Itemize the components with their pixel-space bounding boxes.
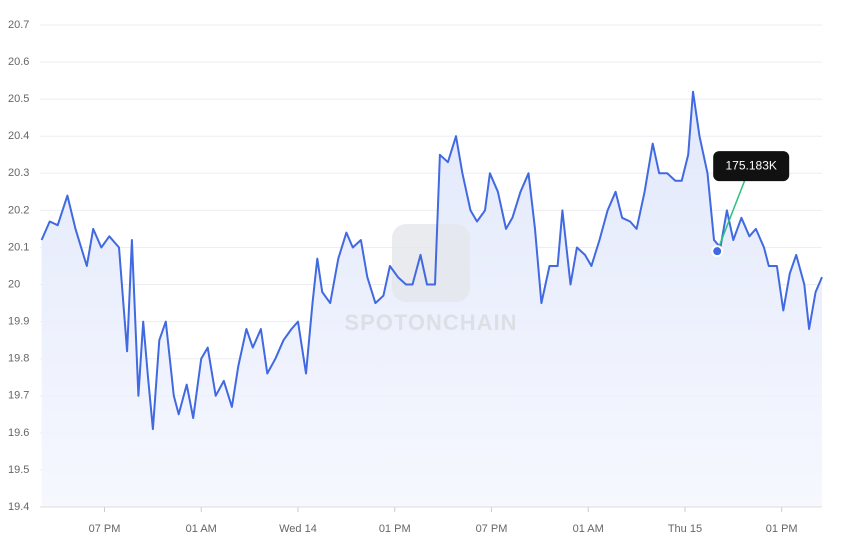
y-tick-label: 20.2 [8,204,29,216]
y-tick-label: 20.7 [8,19,29,31]
line [40,90,823,431]
y-tick-label: 19.8 [8,353,29,365]
x-tick-label: 01 PM [379,523,411,535]
x-tick-label: Thu 15 [668,523,702,535]
annotation-box [713,151,790,182]
y-tick-label: 19.5 [8,464,29,476]
x-tick-label: 07 PM [89,523,121,535]
y-tick-label: 19.4 [8,501,29,513]
x-tick-label: 01 AM [186,523,217,535]
x-tick-label: Wed 14 [279,523,317,535]
annotation-text: 175.183K [726,158,777,172]
y-tick-label: 20.5 [8,93,29,105]
watermark-logo [392,224,470,302]
annotation-leader [716,178,746,252]
x-tick-label: 01 PM [766,523,798,535]
y-tick-label: 20 [8,278,20,290]
x-tick-label: 01 AM [573,523,604,535]
annotation-point [711,245,724,258]
y-tick-label: 19.6 [8,427,29,439]
y-tick-label: 20.1 [8,241,29,253]
y-tick-label: 20.6 [8,56,29,68]
watermark: SPOTONCHAIN [344,310,517,335]
y-tick-label: 20.4 [8,130,29,142]
y-tick-label: 19.7 [8,390,29,402]
y-tick-label: 20.3 [8,167,29,179]
x-tick-label: 07 PM [476,523,508,535]
y-tick-label: 19.9 [8,316,29,328]
